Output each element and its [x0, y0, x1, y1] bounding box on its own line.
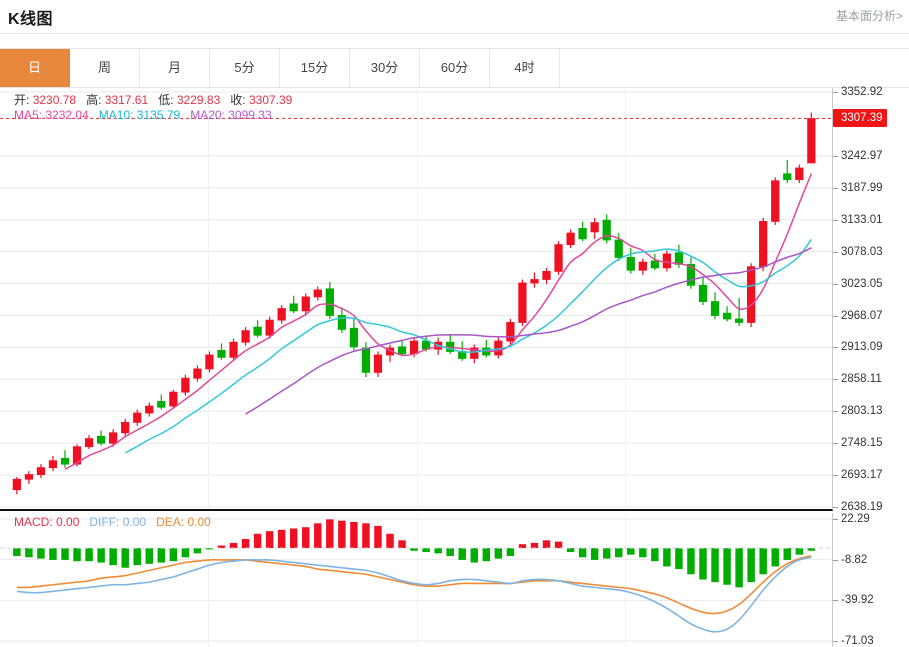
price-axis-label: 3242.97: [841, 149, 883, 162]
price-axis-tick: [833, 219, 838, 221]
price-axis-label: 3023.05: [841, 277, 883, 290]
price-plot: [0, 88, 832, 509]
price-axis-tick: [833, 475, 838, 477]
price-axis-label: 2968.07: [841, 309, 883, 322]
page-header: K线图 基本面分析>: [0, 0, 909, 33]
tab-60分[interactable]: 60分: [420, 49, 490, 87]
macd-plot: [0, 513, 832, 647]
price-axis: 3352.92 3307.39 3242.97 3187.99 3133.01 3078.…: [833, 86, 909, 513]
page-title: K线图: [8, 11, 54, 28]
macd-axis-label: -8.82: [841, 553, 868, 566]
last-price-badge: 3307.39: [833, 109, 887, 128]
macd-axis-label: 22.29: [841, 513, 870, 525]
price-axis-label: 2693.17: [841, 469, 883, 482]
tab-30分[interactable]: 30分: [350, 49, 420, 87]
price-axis-tick: [833, 155, 838, 157]
price-axis-label: 2638.19: [841, 501, 883, 513]
macd-axis-tick: [833, 641, 838, 642]
price-axis-tick: [833, 347, 838, 349]
price-axis-label: 2858.11: [841, 373, 882, 386]
price-axis-tick: [833, 379, 838, 381]
price-axis-label: 2803.13: [841, 405, 883, 418]
tabbar-filler: [560, 49, 909, 87]
macd-axis-tick: [833, 600, 838, 602]
kline-chart[interactable]: 开: 3230.78 高: 3317.61 低: 3229.83 收: 3307…: [0, 86, 909, 647]
tab-月[interactable]: 月: [140, 49, 210, 87]
price-axis-label: 2748.15: [841, 437, 883, 450]
macd-axis-label: -71.03: [841, 635, 874, 647]
price-axis-tick: [833, 443, 838, 445]
price-axis-tick: [833, 411, 838, 413]
price-axis-tick: [833, 315, 838, 317]
period-tabbar[interactable]: 日周月 5分 15分 30分 60分 4时: [0, 48, 909, 88]
tab-日[interactable]: 日: [0, 49, 70, 87]
price-axis-label: 2913.09: [841, 341, 883, 354]
price-axis-tick: [833, 283, 838, 285]
price-panel[interactable]: 开: 3230.78 高: 3317.61 低: 3229.83 收: 3307…: [0, 88, 833, 511]
macd-axis-label: -39.92: [841, 594, 874, 607]
tab-周[interactable]: 周: [70, 49, 140, 87]
macd-panel[interactable]: MACD: 0.00 DIFF: 0.00 DEA: 0.00: [0, 513, 833, 647]
price-axis-label: 3187.99: [841, 181, 883, 194]
price-axis-label: 3133.01: [841, 213, 883, 226]
tab-5分[interactable]: 5分: [210, 49, 280, 87]
tab-15分[interactable]: 15分: [280, 49, 350, 87]
macd-axis-tick: [833, 519, 838, 520]
header-divider: [0, 33, 909, 34]
tab-4时[interactable]: 4时: [490, 49, 560, 87]
price-axis-tick: [833, 92, 838, 93]
price-axis-tick: [833, 507, 838, 508]
macd-axis: 22.29 -8.82 -39.92 -71.03: [833, 513, 909, 647]
fundamental-analysis-link[interactable]: 基本面分析>: [835, 9, 903, 23]
price-axis-label: 3352.92: [841, 86, 883, 98]
price-axis-label: 3078.03: [841, 245, 883, 258]
price-axis-tick: [833, 251, 838, 253]
price-axis-tick: [833, 187, 838, 189]
macd-axis-tick: [833, 559, 838, 561]
